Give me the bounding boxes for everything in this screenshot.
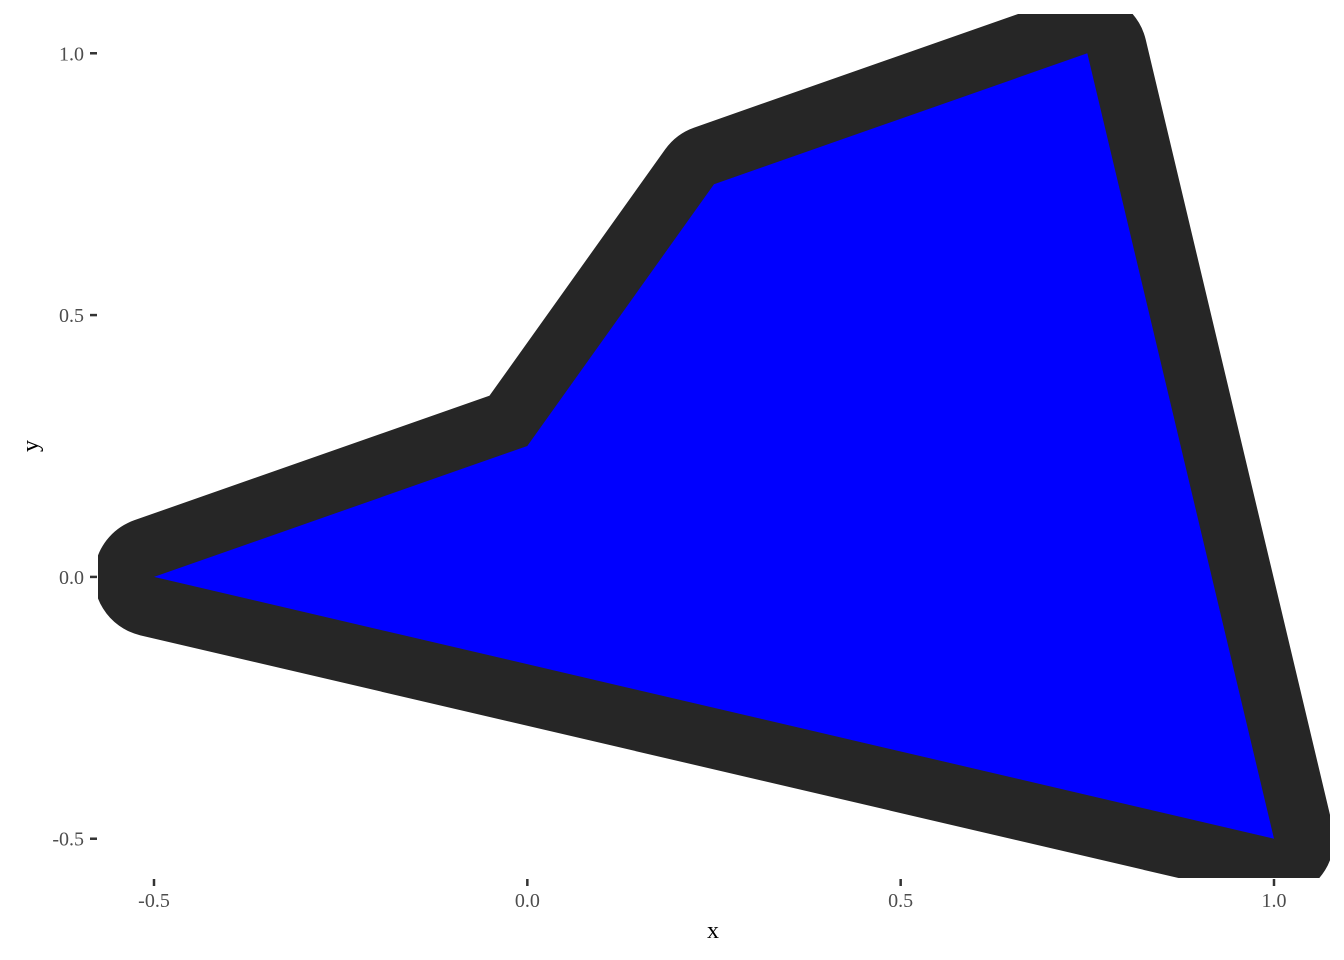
x-axis-title: x [707, 918, 719, 944]
plot-panel [98, 14, 1330, 878]
y-axis: -0.5 0.0 0.5 1.0 [52, 43, 97, 851]
polygon-fill [154, 53, 1274, 839]
y-tick-label: 1.0 [59, 43, 84, 65]
x-axis: -0.5 0.0 0.5 1.0 [138, 879, 1287, 912]
y-axis-title: y [18, 440, 44, 452]
y-tick-label: 0.0 [59, 567, 84, 589]
y-tick-label: 0.5 [59, 305, 84, 327]
y-tick-label: -0.5 [52, 829, 84, 851]
x-tick-label: 0.5 [888, 890, 913, 912]
x-tick-label: -0.5 [138, 890, 170, 912]
x-tick-label: 1.0 [1262, 890, 1287, 912]
x-tick-label: 0.0 [515, 890, 540, 912]
